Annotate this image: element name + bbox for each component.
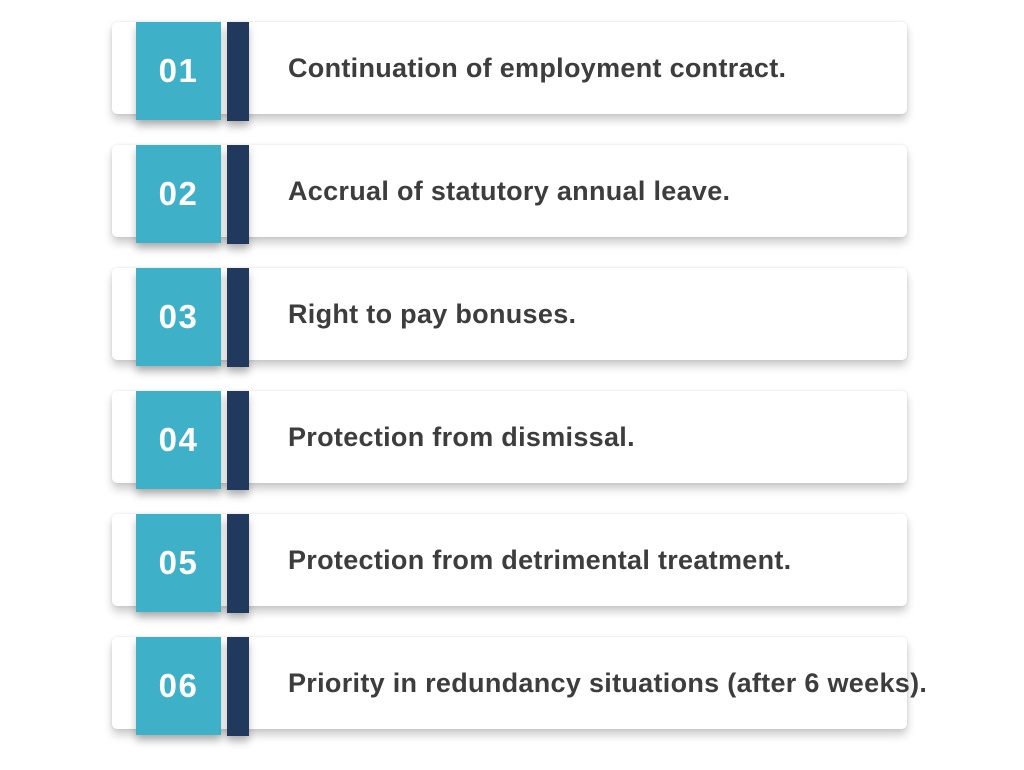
item-label: Accrual of statutory annual leave. bbox=[288, 175, 731, 206]
accent-bar bbox=[227, 391, 249, 490]
accent-bar bbox=[227, 268, 249, 367]
accent-bar bbox=[227, 637, 249, 736]
item-number-badge: 03 bbox=[136, 268, 221, 366]
item-number-badge: 05 bbox=[136, 514, 221, 612]
item-label: Protection from detrimental treatment. bbox=[288, 544, 792, 575]
accent-bar bbox=[227, 22, 249, 121]
item-number-badge: 06 bbox=[136, 637, 221, 735]
numbered-benefits-list: Continuation of employment contract. 01 … bbox=[0, 22, 1024, 760]
list-item: Accrual of statutory annual leave. 02 bbox=[0, 145, 1024, 268]
item-number-badge: 04 bbox=[136, 391, 221, 489]
list-item: Right to pay bonuses. 03 bbox=[0, 268, 1024, 391]
accent-bar bbox=[227, 514, 249, 613]
list-item: Continuation of employment contract. 01 bbox=[0, 22, 1024, 145]
item-number-badge: 01 bbox=[136, 22, 221, 120]
item-label: Right to pay bonuses. bbox=[288, 298, 577, 329]
accent-bar bbox=[227, 145, 249, 244]
item-number-badge: 02 bbox=[136, 145, 221, 243]
item-label: Priority in redundancy situations (after… bbox=[288, 667, 928, 698]
item-label: Protection from dismissal. bbox=[288, 421, 635, 452]
list-item: Priority in redundancy situations (after… bbox=[0, 637, 1024, 760]
item-label: Continuation of employment contract. bbox=[288, 52, 787, 83]
list-item: Protection from dismissal. 04 bbox=[0, 391, 1024, 514]
list-item: Protection from detrimental treatment. 0… bbox=[0, 514, 1024, 637]
